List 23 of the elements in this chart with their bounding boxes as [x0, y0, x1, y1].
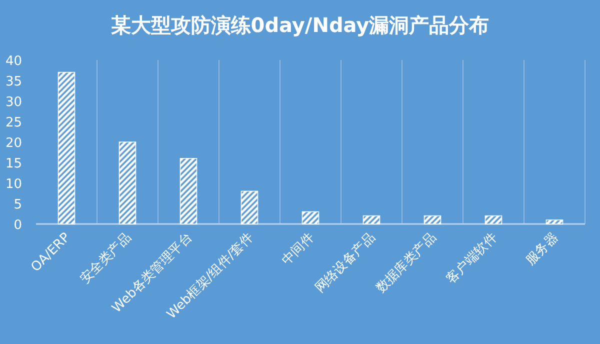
bar — [58, 72, 76, 224]
bar — [484, 215, 502, 224]
y-tick-label: 30 — [5, 95, 22, 110]
y-tick-label: 20 — [5, 136, 22, 151]
y-tick-label: 25 — [5, 116, 22, 130]
y-tick-label: 40 — [5, 54, 22, 69]
bar — [118, 142, 136, 224]
bar — [240, 190, 258, 224]
y-tick-label: 15 — [5, 156, 22, 172]
y-tick-label: 10 — [5, 177, 22, 192]
bar — [424, 215, 442, 224]
x-tick-label: 中间件 — [279, 230, 318, 268]
y-tick-label: 35 — [5, 74, 22, 90]
y-tick-label: 0 — [14, 218, 22, 233]
x-tick-label: 安全类产品 — [77, 230, 134, 287]
bar — [302, 211, 320, 224]
x-tick-label: 客户端软件 — [443, 230, 500, 287]
chart-title: 某大型攻防演练0day/Nday漏洞产品分布 — [110, 13, 490, 37]
bar — [362, 215, 380, 224]
x-tick-label: 服务器 — [523, 230, 562, 268]
bar — [180, 158, 198, 224]
y-tick-label: 5 — [14, 198, 22, 212]
bar — [546, 220, 564, 224]
